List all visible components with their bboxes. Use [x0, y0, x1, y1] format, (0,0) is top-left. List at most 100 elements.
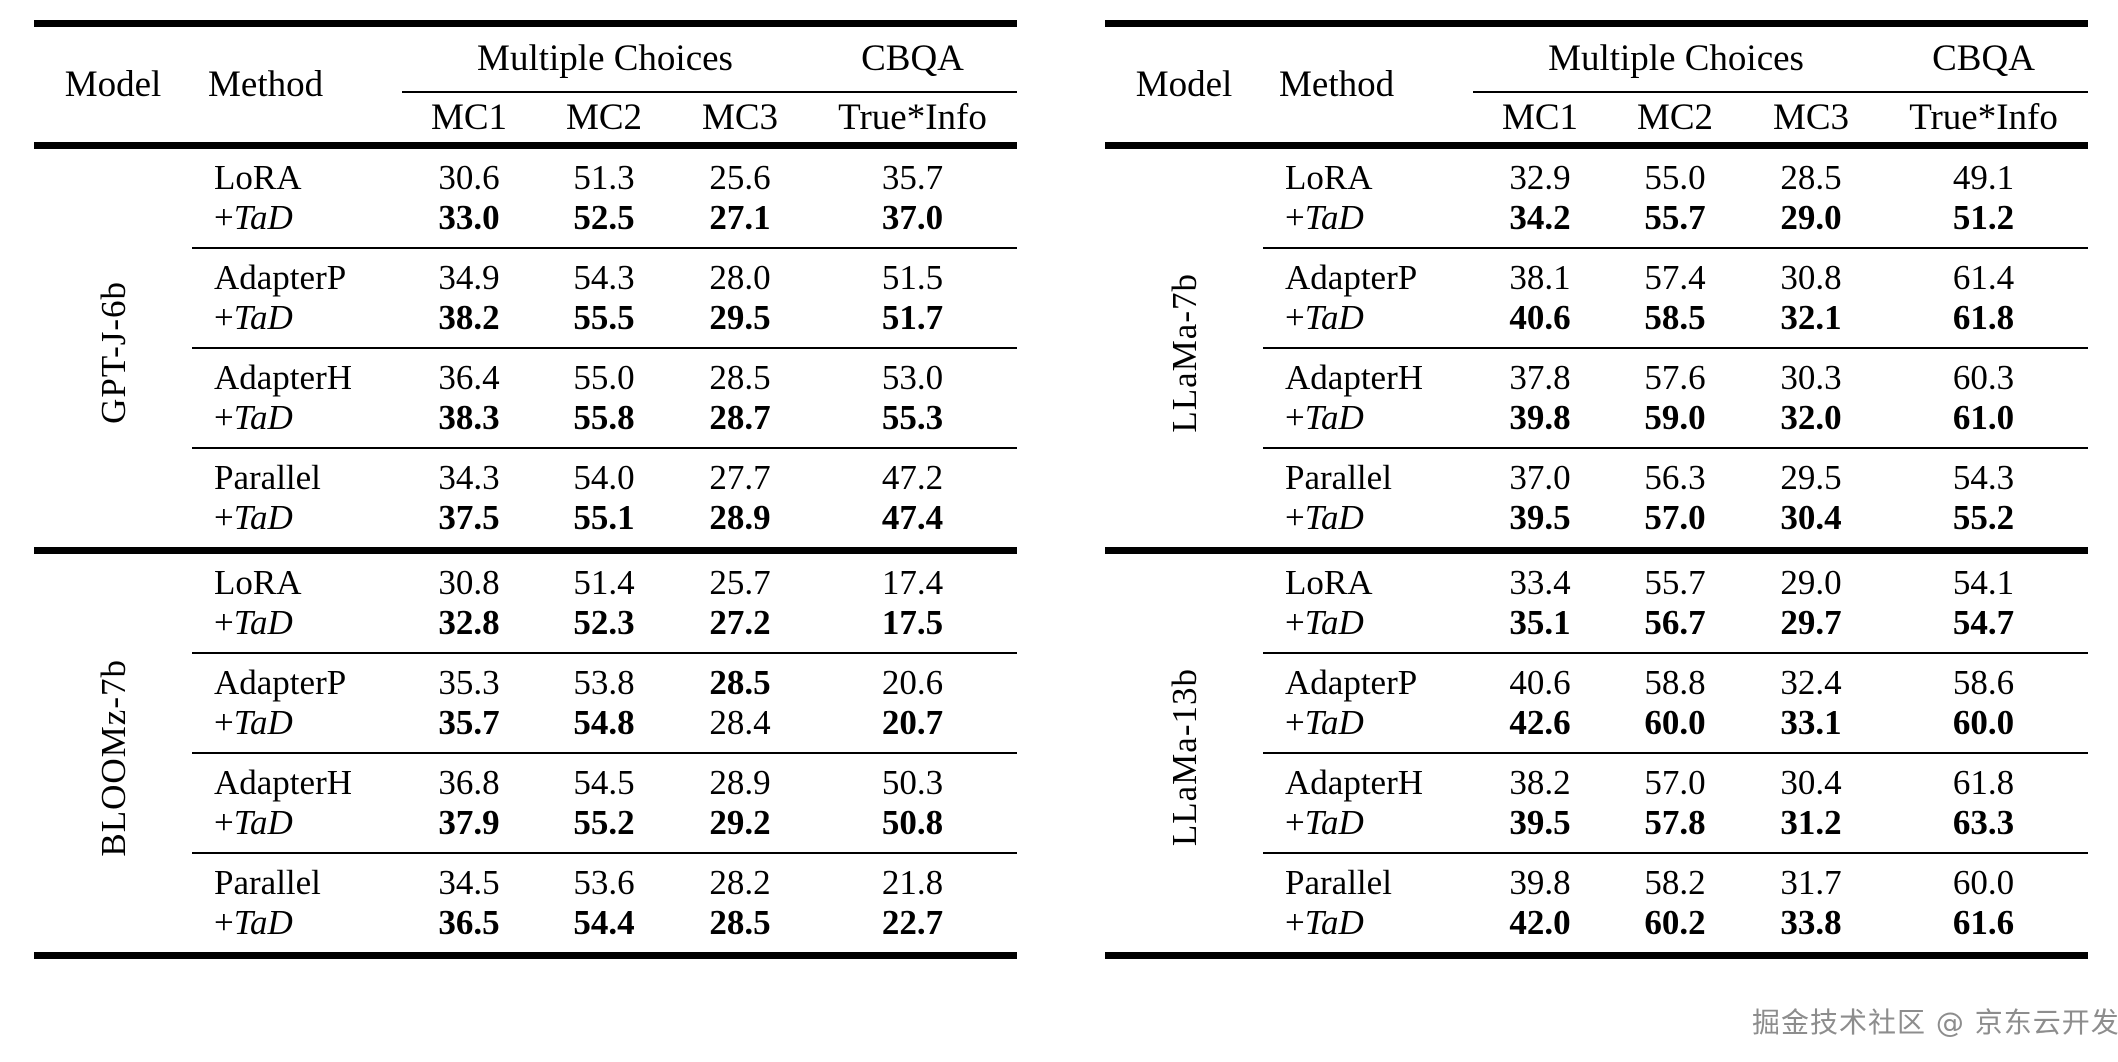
metric-value-cell: 30.4 [1780, 498, 1842, 537]
table-body: LLaMa-7b LoRA 32.9 55.0 28.5 49.1 +TaD 34.2 55.7… [1105, 144, 2089, 956]
metric-value-cell: 30.8 [1743, 247, 1880, 298]
metric-value-cell: 29.5 [1743, 447, 1880, 498]
metric-value-cell: 57.0 [1607, 752, 1744, 803]
metric-value-cell: 57.6 [1607, 347, 1744, 398]
method-name: Parallel [214, 458, 321, 497]
method-cell: Parallel [192, 852, 402, 903]
metric-value-cell: 31.7 [1743, 852, 1880, 903]
method-prefix: + [1285, 603, 1305, 642]
method-cell: +TaD [192, 803, 402, 853]
metric-column-header: MC2 [1636, 96, 1714, 138]
method-prefix: + [214, 198, 234, 237]
metric-value-cell: 59.0 [1644, 398, 1706, 437]
method-prefix: + [214, 703, 234, 742]
method-cell: LoRA [192, 144, 402, 198]
method-name: Parallel [214, 863, 321, 902]
metric-value-cell: 21.8 [808, 852, 1018, 903]
metric-value-cell: 58.2 [1607, 852, 1744, 903]
table-row: AdapterH 36.8 54.5 28.9 50.3 [34, 752, 1018, 803]
method-cell: +TaD [1263, 298, 1473, 348]
method-name: TaD [1304, 603, 1364, 642]
method-prefix: + [1285, 498, 1305, 537]
metric-value-cell: 55.8 [573, 398, 635, 437]
metric-value-cell: 27.1 [709, 198, 771, 237]
method-prefix: + [1285, 903, 1305, 942]
method-name: TaD [233, 703, 293, 742]
method-cell: AdapterH [192, 752, 402, 803]
method-cell: +TaD [192, 703, 402, 753]
method-name: AdapterP [214, 258, 347, 297]
metric-value-cell: 32.1 [1780, 298, 1842, 337]
metric-value-cell: 58.8 [1607, 652, 1744, 703]
model-cell: LLaMa-13b [1105, 547, 1264, 956]
table-row: GPT-J-6b LoRA 30.6 51.3 25.6 35.7 [34, 144, 1018, 551]
metric-value-cell: 31.2 [1780, 803, 1842, 842]
metric-value-cell: 37.0 [1473, 447, 1608, 498]
table-row: LLaMa-7b LoRA 32.9 55.0 28.5 49.1 [1105, 144, 2089, 551]
table-row: AdapterH 38.2 57.0 30.4 61.8 [1105, 752, 2089, 803]
metric-value-cell: 38.2 [438, 298, 500, 337]
metric-value-cell: 32.8 [438, 603, 500, 642]
metric-value-cell: 57.8 [1644, 803, 1706, 842]
metric-value-cell: 37.0 [881, 198, 944, 237]
method-cell: Parallel [192, 447, 402, 498]
metric-value-cell: 60.3 [1879, 347, 2089, 398]
table-row: AdapterP 40.6 58.8 32.4 58.6 [1105, 652, 2089, 703]
table-row: +TaD 37.5 55.1 28.9 47.4 [34, 498, 1017, 551]
metric-value-cell: 60.0 [1644, 703, 1706, 742]
metric-column-header: MC1 [430, 96, 508, 138]
results-table-right: Model Method Multiple Choices CBQA MC1 MC2 MC3… [1105, 20, 2089, 959]
method-name: TaD [1304, 498, 1364, 537]
method-name: AdapterP [1285, 663, 1418, 702]
table-row: AdapterH 37.8 57.6 30.3 60.3 [1105, 347, 2089, 398]
metric-value-cell: 63.3 [1952, 803, 2015, 842]
metric-value-cell: 28.5 [709, 903, 771, 942]
metric-value-cell: 25.6 [672, 144, 809, 198]
metric-value-cell: 20.7 [881, 703, 944, 742]
metric-value-cell: 35.7 [808, 144, 1018, 198]
method-prefix: + [1285, 398, 1305, 437]
metric-column-header: MC3 [1772, 96, 1850, 138]
metric-column-header: True*Info [1909, 96, 2058, 138]
table-row: +TaD 42.0 60.2 33.8 61.6 [1105, 903, 2088, 956]
metric-value-cell: 29.5 [709, 298, 771, 337]
metric-value-cell: 35.7 [438, 703, 500, 742]
method-name: TaD [1304, 398, 1364, 437]
metric-value-cell: 60.0 [1879, 852, 2089, 903]
method-name: LoRA [214, 158, 302, 197]
metric-value-cell: 35.3 [402, 652, 536, 703]
metric-value-cell: 34.5 [402, 852, 536, 903]
metric-value-cell: 51.7 [881, 298, 944, 337]
method-cell: +TaD [192, 603, 402, 653]
table-row: Parallel 34.5 53.6 28.2 21.8 [34, 852, 1018, 903]
method-name: AdapterH [1285, 763, 1424, 802]
method-cell: AdapterH [1263, 347, 1474, 398]
model-label: BLOOMz-7b [93, 658, 133, 857]
metric-value-cell: 40.6 [1473, 652, 1608, 703]
method-prefix: + [1285, 198, 1305, 237]
method-name: TaD [233, 803, 293, 842]
header-row-metrics: MC1 MC2 MC3 True*Info [1105, 92, 2088, 146]
metric-value-cell: 54.8 [573, 703, 635, 742]
metric-value-cell: 29.2 [709, 803, 771, 842]
metric-value-cell: 54.7 [1952, 603, 2015, 642]
metric-value-cell: 29.0 [1780, 198, 1842, 237]
metric-value-cell: 22.7 [881, 903, 944, 942]
metric-value-cell: 34.3 [402, 447, 536, 498]
metric-value-cell: 38.1 [1473, 247, 1608, 298]
metric-value-cell: 36.8 [402, 752, 536, 803]
metric-value-cell: 39.5 [1509, 803, 1571, 842]
table-row: AdapterP 38.1 57.4 30.8 61.4 [1105, 247, 2089, 298]
metric-value-cell: 56.7 [1644, 603, 1706, 642]
method-cell: +TaD [192, 198, 402, 248]
metric-value-cell: 36.5 [438, 903, 500, 942]
table-row: +TaD 40.6 58.5 32.1 61.8 [1105, 298, 2088, 348]
metric-value-cell: 27.2 [709, 603, 771, 642]
header-row-metrics: MC1 MC2 MC3 True*Info [34, 92, 1017, 146]
method-cell: LoRA [1263, 144, 1474, 198]
method-column-header: Method [208, 64, 324, 105]
method-cell: +TaD [1263, 498, 1473, 551]
metric-value-cell: 37.9 [438, 803, 500, 842]
method-cell: +TaD [192, 398, 402, 448]
model-column-header: Model [1135, 64, 1233, 105]
